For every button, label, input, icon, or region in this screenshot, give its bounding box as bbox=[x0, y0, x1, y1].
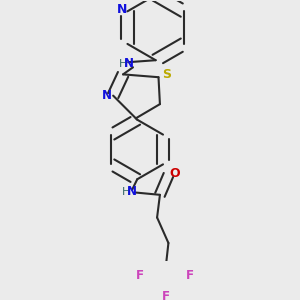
Text: S: S bbox=[162, 68, 171, 81]
Text: N: N bbox=[117, 3, 128, 16]
Text: N: N bbox=[127, 185, 137, 199]
Text: F: F bbox=[186, 269, 194, 282]
Text: H: H bbox=[119, 59, 127, 70]
Text: F: F bbox=[136, 269, 143, 282]
Text: O: O bbox=[169, 167, 180, 180]
Text: N: N bbox=[102, 89, 112, 102]
Text: H: H bbox=[122, 187, 130, 197]
Text: F: F bbox=[162, 290, 170, 300]
Text: N: N bbox=[124, 57, 134, 70]
